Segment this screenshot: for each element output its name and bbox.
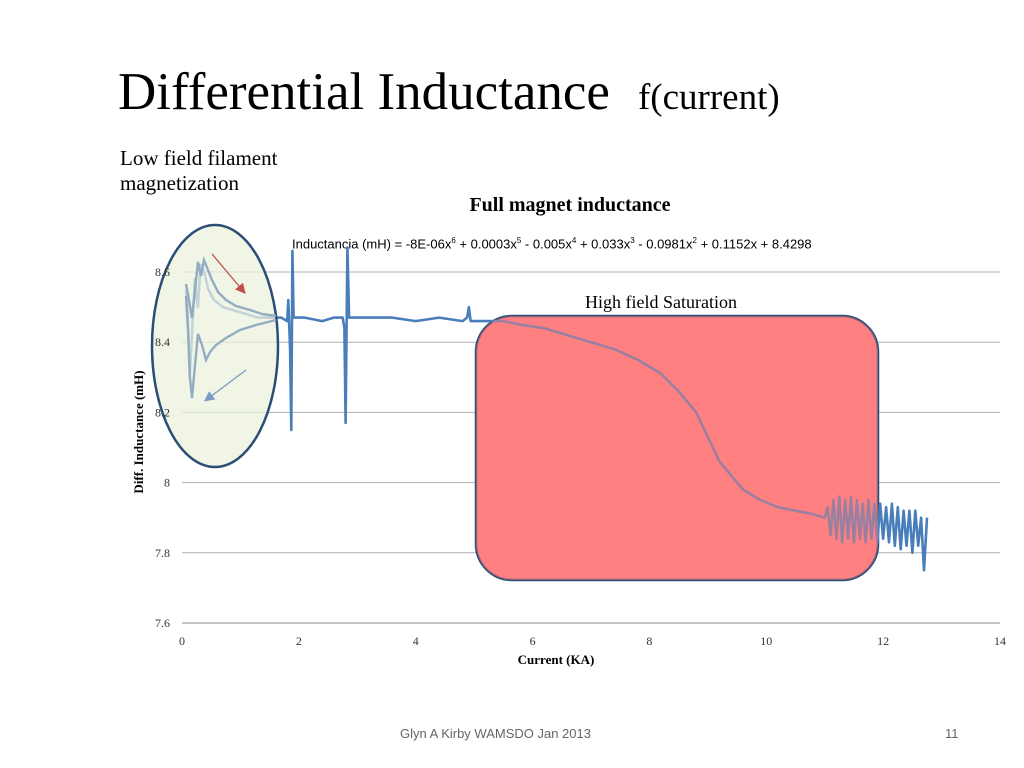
y-tick-label: 8.6 [155, 265, 170, 279]
eq-exp-2: 2 [692, 236, 697, 245]
y-tick-label: 8.4 [155, 335, 170, 349]
chart-title: Full magnet inductance [469, 194, 671, 216]
return-arrow [203, 369, 247, 402]
high-field-region-tint [476, 316, 878, 580]
y-axis-label: Diff. Inductance (mH) [131, 370, 146, 493]
eq-exp-6: 6 [451, 236, 456, 245]
series-layer [184, 246, 929, 580]
high-field-region-layer [474, 314, 880, 582]
x-tick-label: 12 [877, 634, 889, 648]
eq-term-1: + 0.1152x + 8.4298 [696, 236, 812, 252]
eq-term-5: + 0.0003x [455, 236, 517, 252]
y-tick-label: 7.8 [155, 546, 170, 560]
series-line-1 [184, 246, 929, 572]
title-main: Differential Inductance [118, 63, 610, 121]
low-field-region-layer [150, 223, 280, 469]
high-field-label: High field Saturation [585, 292, 737, 312]
eq-exp-3: 3 [630, 236, 635, 245]
slide-title: Differential Inductance f(current) [118, 62, 780, 122]
title-sub: f(current) [637, 77, 780, 118]
page-number: 11 [945, 726, 959, 741]
x-axis-label: Current (KA) [518, 652, 595, 667]
x-tick-label: 6 [530, 634, 536, 648]
eq-exp-4: 4 [571, 236, 577, 245]
x-tick-label: 0 [179, 634, 185, 648]
footer-author: Glyn A Kirby WAMSDO Jan 2013 [400, 726, 591, 741]
x-tick-label: 14 [994, 634, 1006, 648]
y-tick-label: 7.6 [155, 616, 170, 630]
eq-exp-5: 5 [516, 236, 522, 245]
low-field-note: Low field filament magnetization [120, 146, 350, 196]
low-field-trace-lower [184, 295, 277, 399]
low-field-trace-upper [184, 255, 277, 319]
y-tick-label: 8.2 [155, 405, 170, 419]
note-line-1: Low field filament [120, 146, 278, 170]
downward-arrow [211, 253, 246, 294]
eq-term-3: + 0.033x [576, 236, 631, 252]
tick-labels: 7.6 7.8 8 8.2 8.4 8.6 0 2 4 6 8 10 12 14 [155, 265, 1006, 648]
note-line-2: magnetization [120, 171, 239, 195]
x-tick-label: 8 [646, 634, 652, 648]
x-tick-label: 4 [413, 634, 419, 648]
x-tick-label: 2 [296, 634, 302, 648]
eq-prefix: Inductancia (mH) = -8E-06x [292, 236, 452, 252]
y-tick-label: 8 [164, 476, 170, 490]
inductance-chart: 7.6 7.8 8 8.2 8.4 8.6 0 2 4 6 8 10 12 14 Current (KA)… [131, 223, 1006, 667]
fit-equation: Inductancia (mH) = -8E-06x6 + 0.0003x5 -… [292, 236, 812, 251]
eq-term-4: - 0.005x [521, 236, 572, 252]
x-tick-label: 10 [760, 634, 772, 648]
high-field-region [474, 314, 880, 582]
eq-term-2: - 0.0981x [634, 236, 693, 252]
